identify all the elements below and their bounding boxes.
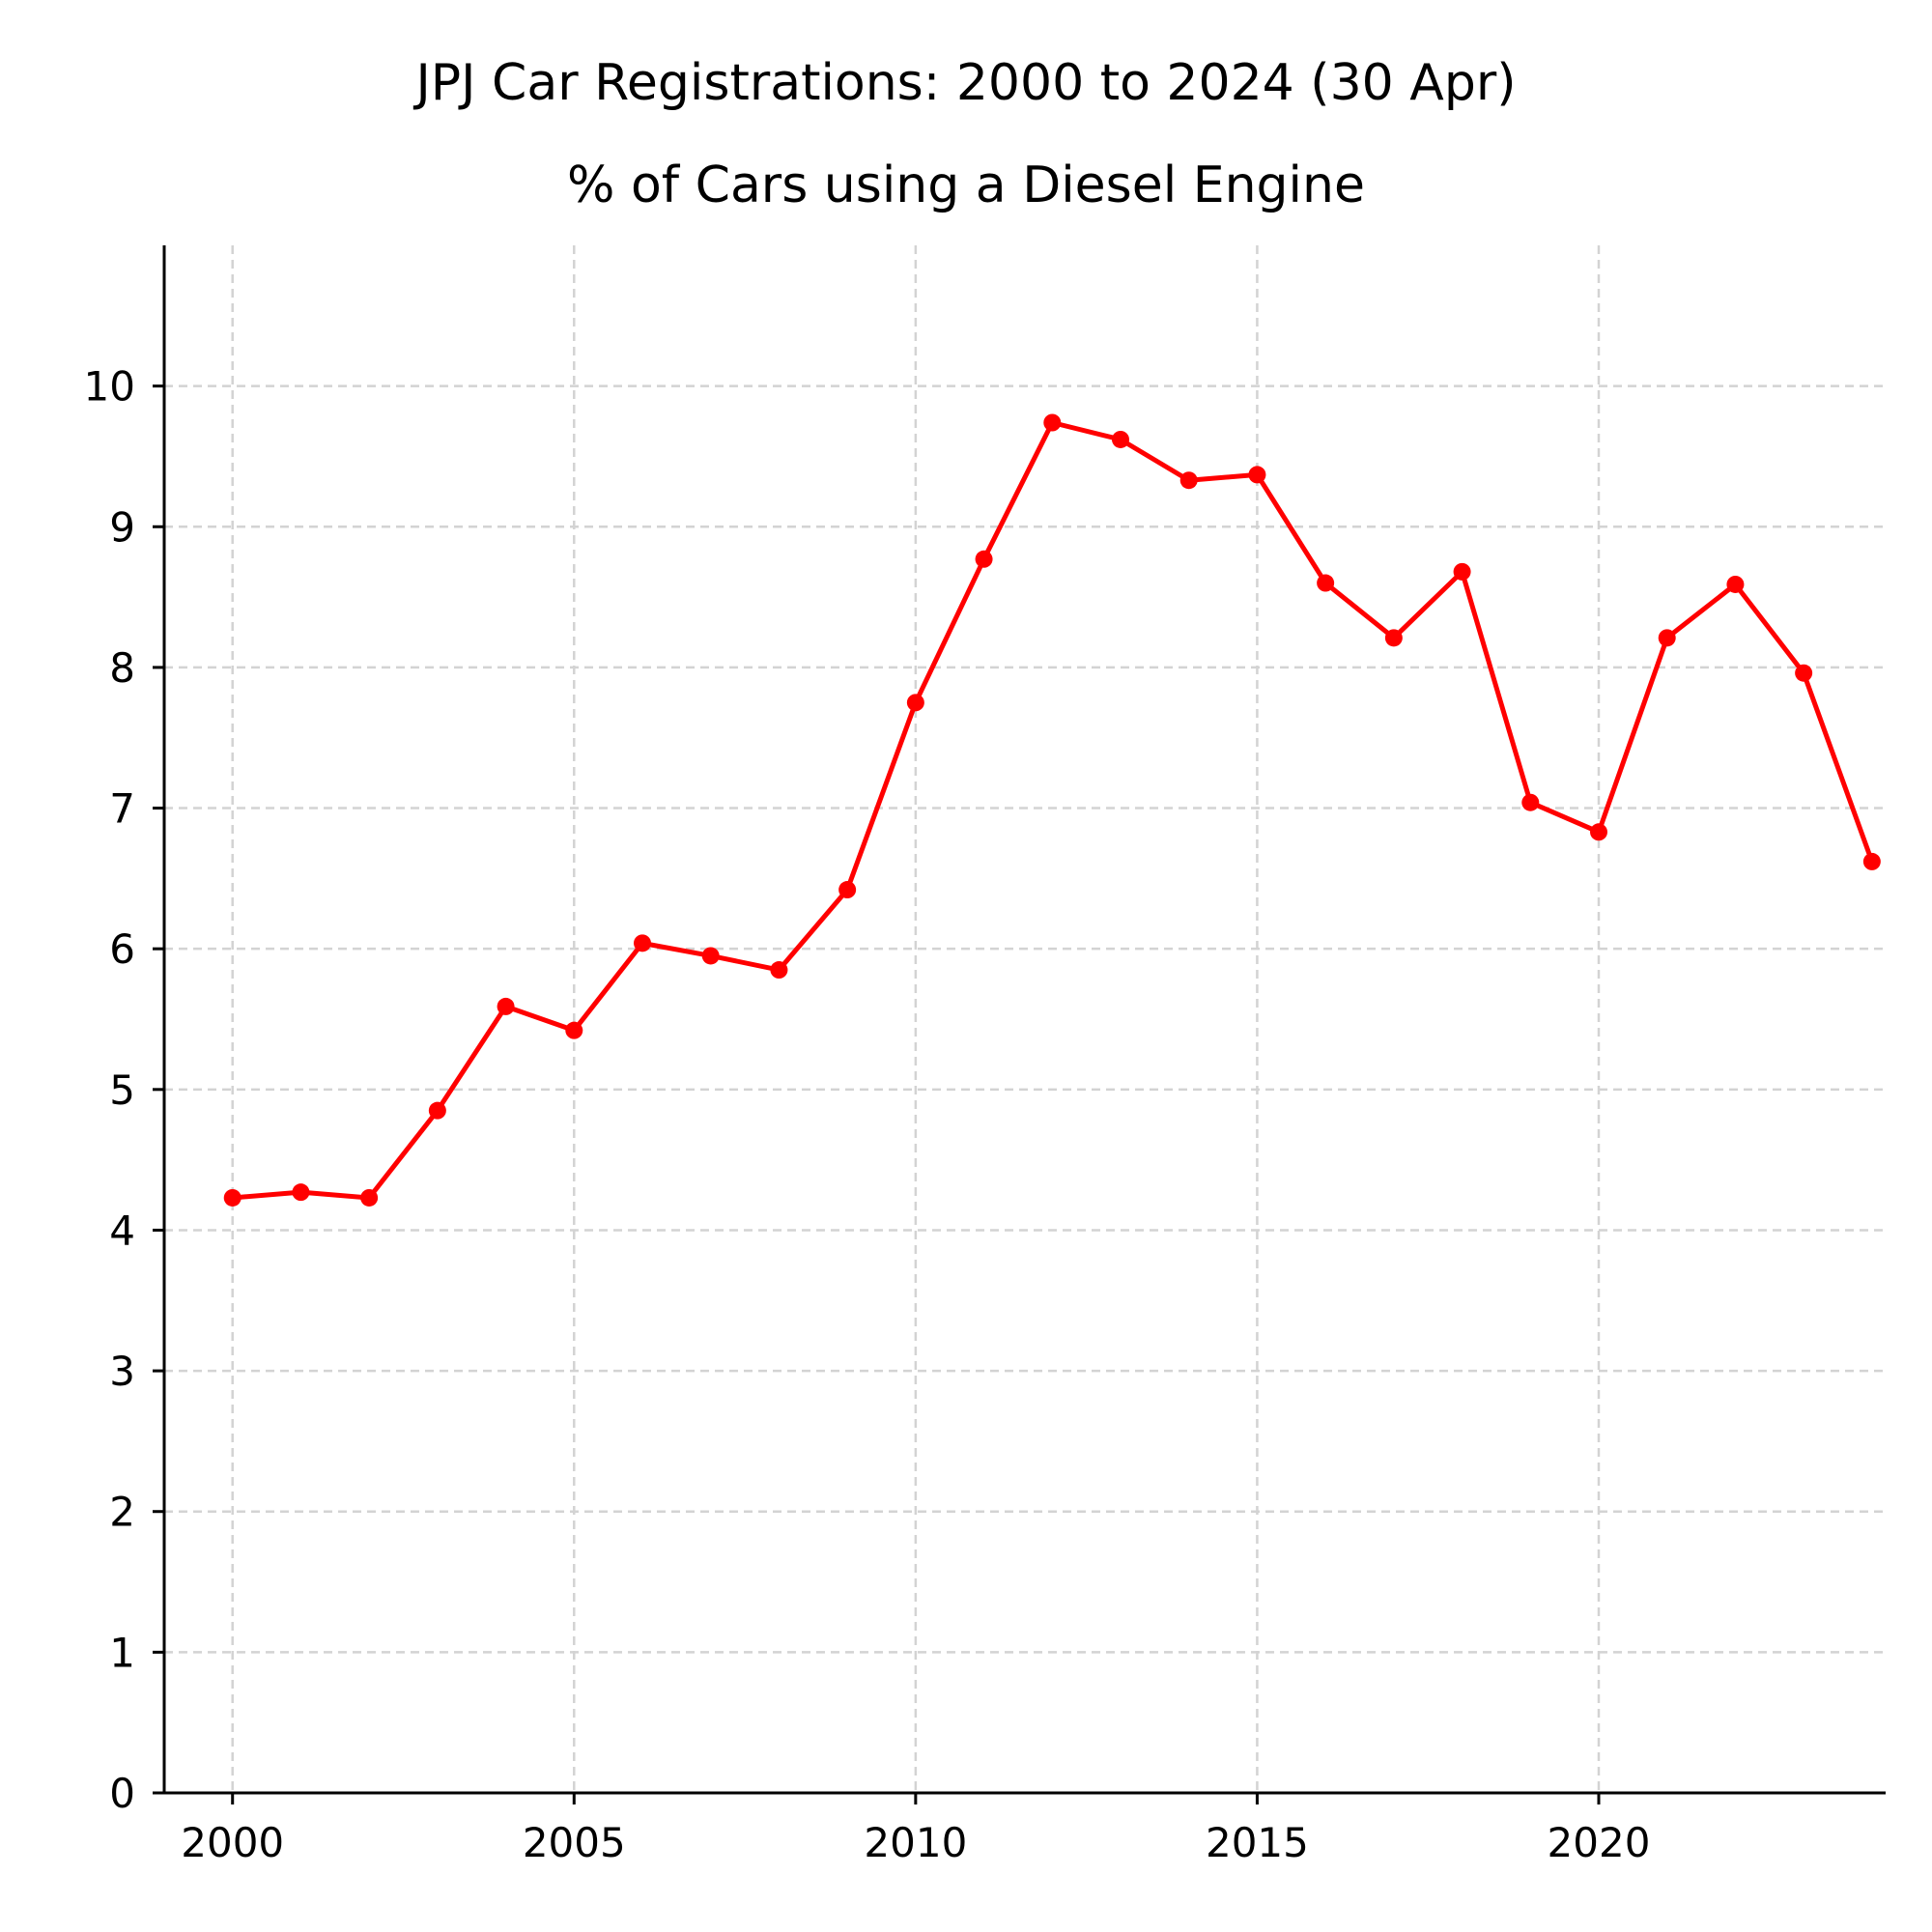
data-point	[1453, 562, 1471, 581]
x-tick-label: 2010	[864, 1819, 967, 1866]
y-tick-label: 10	[84, 363, 135, 411]
data-point	[701, 947, 720, 965]
chart-title: JPJ Car Registrations: 2000 to 2024 (30 …	[415, 54, 1517, 112]
data-point	[1317, 574, 1335, 592]
x-tick-label: 2000	[181, 1819, 284, 1866]
y-tick-label: 3	[109, 1348, 135, 1395]
x-tick-label: 2015	[1206, 1819, 1309, 1866]
data-point	[975, 550, 993, 568]
ticks: 2000 2005 2010 2015 2020 0 1 2 3 4 5 6 7 8 9 10	[84, 363, 1651, 1866]
y-tick-label: 6	[109, 925, 135, 973]
data-point	[428, 1101, 446, 1120]
y-tick-label: 2	[109, 1489, 135, 1536]
y-tick-label: 7	[109, 785, 135, 833]
data-point	[497, 997, 515, 1015]
data-point	[1043, 413, 1062, 432]
x-tick-label: 2005	[523, 1819, 626, 1866]
data-point	[634, 934, 651, 952]
y-tick-label: 8	[109, 644, 135, 692]
data-point	[1112, 430, 1129, 448]
data-point	[1590, 823, 1607, 841]
data-point	[1384, 629, 1403, 647]
data-point	[1179, 471, 1198, 490]
data-point	[1658, 629, 1676, 647]
data-point	[1726, 575, 1745, 593]
data-point	[1248, 466, 1266, 484]
data-point	[360, 1188, 379, 1207]
x-tick-label: 2020	[1548, 1819, 1651, 1866]
y-tick-label: 1	[109, 1629, 135, 1676]
y-tick-label: 9	[109, 503, 135, 551]
data-point	[1862, 852, 1881, 870]
y-tick-label: 5	[109, 1066, 135, 1114]
data-point	[906, 694, 924, 712]
data-point	[838, 881, 857, 899]
chart-subtitle: % of Cars using a Diesel Engine	[567, 156, 1365, 214]
data-point	[1521, 793, 1540, 811]
y-tick-label: 4	[109, 1207, 135, 1254]
data-point	[1795, 664, 1813, 682]
y-tick-label: 0	[109, 1770, 135, 1817]
series	[223, 413, 1881, 1207]
data-point	[292, 1183, 310, 1202]
series-line	[230, 420, 1875, 1201]
data-point	[770, 961, 788, 980]
data-point	[223, 1188, 242, 1207]
data-point	[565, 1021, 583, 1039]
